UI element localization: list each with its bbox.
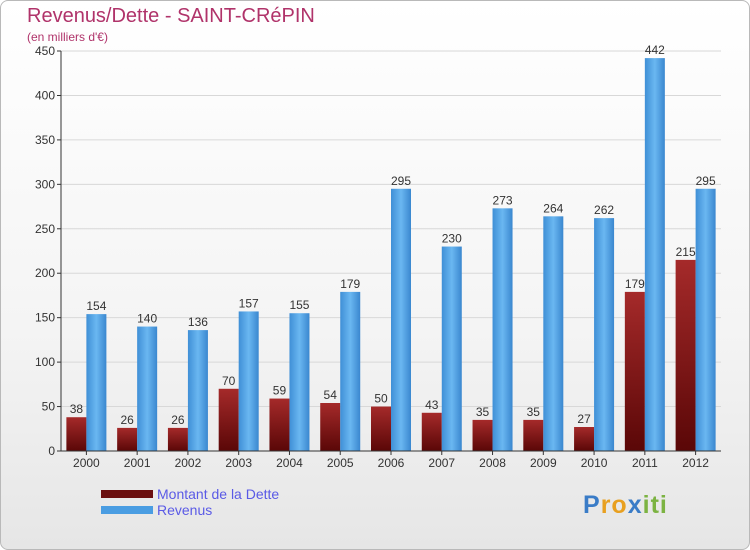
y-tick-label-250: 250 <box>35 222 55 236</box>
label-layer: 38 154 26 140 26 136 70 157 59 155 54 179 50 295 43 230… <box>70 43 716 427</box>
y-tick-label-50: 50 <box>42 400 56 414</box>
logo-letter: r <box>600 491 612 519</box>
data-label-revenus-2006: 295 <box>391 174 411 188</box>
y-tick-label-350: 350 <box>35 133 55 147</box>
x-tick-label-2009: 2009 <box>530 456 557 470</box>
data-label-dette-2012: 215 <box>676 245 696 259</box>
bar-dette-2000 <box>66 417 87 451</box>
y-tick-label-0: 0 <box>48 444 55 458</box>
x-tick-label-2001: 2001 <box>124 456 151 470</box>
x-tick-label-2011: 2011 <box>632 456 658 470</box>
bar-revenus-2004 <box>289 313 310 451</box>
bar-dette-2006 <box>371 406 391 451</box>
logo-letter: i <box>659 491 668 519</box>
data-label-revenus-2009: 264 <box>543 201 563 215</box>
bar-dette-2010 <box>574 427 595 451</box>
bar-dette-2009 <box>523 419 544 451</box>
data-label-revenus-2003: 157 <box>239 296 259 310</box>
bar-revenus-2007 <box>441 246 462 451</box>
data-label-revenus-2010: 262 <box>594 203 614 217</box>
bar-revenus-2009 <box>543 216 564 451</box>
bar-dette-2011 <box>624 291 645 451</box>
data-label-dette-2005: 54 <box>324 388 338 402</box>
bar-revenus-2005 <box>340 291 361 451</box>
data-label-revenus-2000: 154 <box>86 299 106 313</box>
data-label-revenus-2004: 155 <box>289 298 309 312</box>
data-label-revenus-2007: 230 <box>442 232 462 246</box>
legend-label-dette: Montant de la Dette <box>157 486 280 502</box>
data-label-revenus-2001: 140 <box>137 312 157 326</box>
data-label-revenus-2002: 136 <box>188 315 208 329</box>
y-tick-label-200: 200 <box>35 266 55 280</box>
data-label-revenus-2012: 295 <box>696 174 716 188</box>
data-label-dette-2000: 38 <box>70 402 84 416</box>
y-tick-label-300: 300 <box>35 177 55 191</box>
data-label-dette-2011: 179 <box>625 277 645 291</box>
data-label-dette-2006: 50 <box>374 392 388 406</box>
logo-letter: o <box>611 491 628 519</box>
bar-layer <box>66 58 716 451</box>
legend-swatch-dette <box>101 490 153 498</box>
y-tick-label-100: 100 <box>35 355 55 369</box>
bar-dette-2002 <box>167 427 188 451</box>
bar-revenus-2001 <box>137 326 158 451</box>
x-tick-label-2007: 2007 <box>428 456 455 470</box>
bar-dette-2001 <box>117 427 138 451</box>
bar-revenus-2010 <box>594 218 615 451</box>
data-label-dette-2008: 35 <box>476 405 490 419</box>
x-tick-label-2000: 2000 <box>73 456 100 470</box>
logo-letter: i <box>642 491 651 519</box>
bar-dette-2008 <box>472 419 493 451</box>
data-label-dette-2010: 27 <box>577 412 591 426</box>
bar-dette-2003 <box>218 388 239 451</box>
chart-title: Revenus/Dette - SAINT-CRéPIN <box>27 5 315 27</box>
proxiti-logo: Proxiti <box>583 491 668 520</box>
bar-dette-2007 <box>421 412 442 451</box>
bar-revenus-2006 <box>391 188 411 451</box>
x-tick-label-2002: 2002 <box>175 456 202 470</box>
data-label-dette-2004: 59 <box>273 384 287 398</box>
x-tick-label-2008: 2008 <box>479 456 506 470</box>
y-tick-label-150: 150 <box>35 311 55 325</box>
legend-label-revenus: Revenus <box>157 502 213 518</box>
x-tick-label-2006: 2006 <box>378 456 405 470</box>
data-label-dette-2003: 70 <box>222 374 236 388</box>
bar-revenus-2000 <box>86 314 107 451</box>
logo-letter: x <box>627 491 643 519</box>
logo-letter: P <box>583 491 601 519</box>
bar-revenus-2008 <box>492 208 513 451</box>
bar-revenus-2012 <box>695 188 716 451</box>
data-label-dette-2007: 43 <box>425 398 439 412</box>
bar-dette-2005 <box>320 403 341 451</box>
bar-revenus-2002 <box>187 330 208 451</box>
x-tick-label-2005: 2005 <box>327 456 354 470</box>
bar-dette-2012 <box>675 259 696 451</box>
data-label-dette-2002: 26 <box>171 413 185 427</box>
y-tick-label-450: 450 <box>35 44 55 58</box>
x-tick-label-2010: 2010 <box>581 456 608 470</box>
y-tick-label-400: 400 <box>35 88 55 102</box>
bar-revenus-2003 <box>238 311 259 451</box>
bar-revenus-2011 <box>644 58 665 451</box>
data-label-dette-2001: 26 <box>120 413 134 427</box>
x-tick-label-2012: 2012 <box>682 456 709 470</box>
bar-dette-2004 <box>269 398 290 451</box>
legend-swatch-revenus <box>101 506 153 514</box>
data-label-revenus-2005: 179 <box>340 277 360 291</box>
x-tick-label-2003: 2003 <box>225 456 252 470</box>
x-tick-label-2004: 2004 <box>276 456 303 470</box>
logo-letter: t <box>650 491 660 519</box>
data-label-dette-2009: 35 <box>527 405 541 419</box>
data-label-revenus-2011: 442 <box>645 43 665 57</box>
axis-layer: 0 50 100 150 200 250 300 350 400 450 2000 2001 2002 2… <box>35 44 721 470</box>
chart-subtitle: (en milliers d'€) <box>27 30 108 44</box>
data-label-revenus-2008: 273 <box>493 193 513 207</box>
